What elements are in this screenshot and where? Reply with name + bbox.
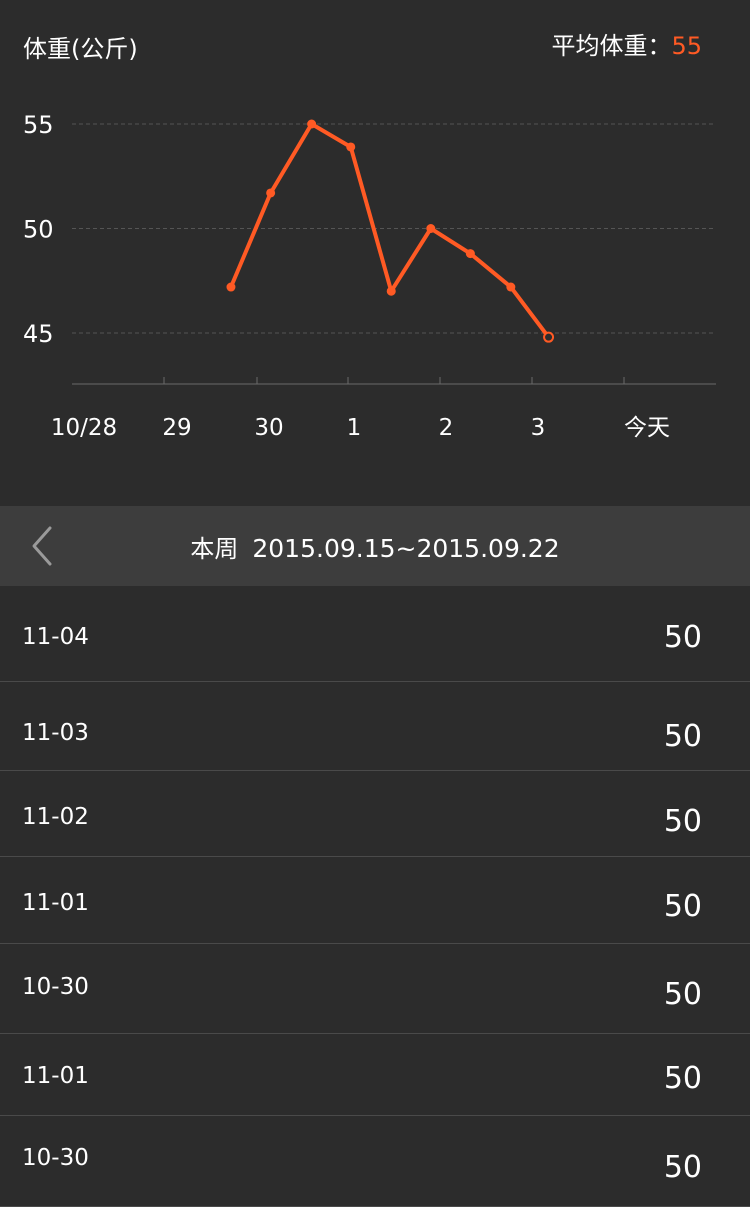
week-label: 本周 xyxy=(190,535,239,563)
record-weight: 50 xyxy=(663,804,702,839)
average-weight: 平均体重：55 xyxy=(551,31,702,61)
week-range-display: 本周 2015.09.15~2015.09.22 xyxy=(0,506,750,586)
data-point xyxy=(307,119,317,129)
x-tick-label: 10/28 xyxy=(51,415,117,441)
record-row[interactable]: 11-01 50 xyxy=(0,1034,750,1116)
record-weight: 50 xyxy=(663,1061,702,1096)
week-selector-bar: 本周 2015.09.15~2015.09.22 xyxy=(0,506,750,586)
record-row[interactable]: 10-30 50 xyxy=(0,1116,750,1207)
record-date: 11-02 xyxy=(22,804,89,830)
record-date: 11-03 xyxy=(22,720,89,746)
previous-week-button[interactable] xyxy=(22,524,62,568)
data-point xyxy=(465,249,475,259)
record-row[interactable]: 11-03 50 xyxy=(0,682,750,771)
record-date: 11-04 xyxy=(22,624,89,650)
today-point xyxy=(543,331,555,343)
y-tick-label: 55 xyxy=(23,111,54,139)
record-row[interactable]: 11-02 50 xyxy=(0,771,750,857)
data-point xyxy=(226,282,236,292)
x-tick-label: 2 xyxy=(439,415,454,441)
data-point xyxy=(266,188,276,198)
weight-record-list: 11-04 50 11-03 50 11-02 50 11-01 50 10-30 50 11-01… xyxy=(0,586,750,1207)
x-tick-label: 1 xyxy=(347,415,362,441)
record-weight: 50 xyxy=(663,977,702,1012)
chart-title: 体重(公斤) xyxy=(23,35,138,63)
data-point xyxy=(346,142,356,152)
x-tick-label: 29 xyxy=(162,415,191,441)
data-point xyxy=(386,286,396,296)
x-tick-label: 3 xyxy=(531,415,546,441)
week-range: 2015.09.15~2015.09.22 xyxy=(252,534,560,563)
x-tick-label: 30 xyxy=(254,415,283,441)
record-row[interactable]: 10-30 50 xyxy=(0,944,750,1034)
record-date: 11-01 xyxy=(22,890,89,916)
y-tick-label: 45 xyxy=(23,320,54,348)
record-row[interactable]: 11-01 50 xyxy=(0,857,750,944)
record-weight: 50 xyxy=(663,1150,702,1185)
chevron-left-icon xyxy=(32,526,52,566)
weight-chart-panel: 体重(公斤) 平均体重：55 55 50 45 10/28 29 30 1 2 3 今天 xyxy=(0,0,750,506)
record-weight: 50 xyxy=(663,620,702,655)
x-tick-label: 今天 xyxy=(624,415,670,441)
record-date: 11-01 xyxy=(22,1063,89,1089)
record-weight: 50 xyxy=(663,719,702,754)
record-date: 10-30 xyxy=(22,1145,89,1171)
record-date: 10-30 xyxy=(22,974,89,1000)
record-weight: 50 xyxy=(663,889,702,924)
average-weight-label: 平均体重： xyxy=(551,32,672,60)
weight-line-chart: 55 50 45 10/28 29 30 1 2 3 今天 xyxy=(23,111,716,441)
series-line xyxy=(228,122,551,340)
y-tick-label: 50 xyxy=(23,216,54,244)
data-point xyxy=(506,282,516,292)
data-point xyxy=(426,224,436,233)
record-row[interactable]: 11-04 50 xyxy=(0,586,750,682)
average-weight-value: 55 xyxy=(671,32,702,60)
